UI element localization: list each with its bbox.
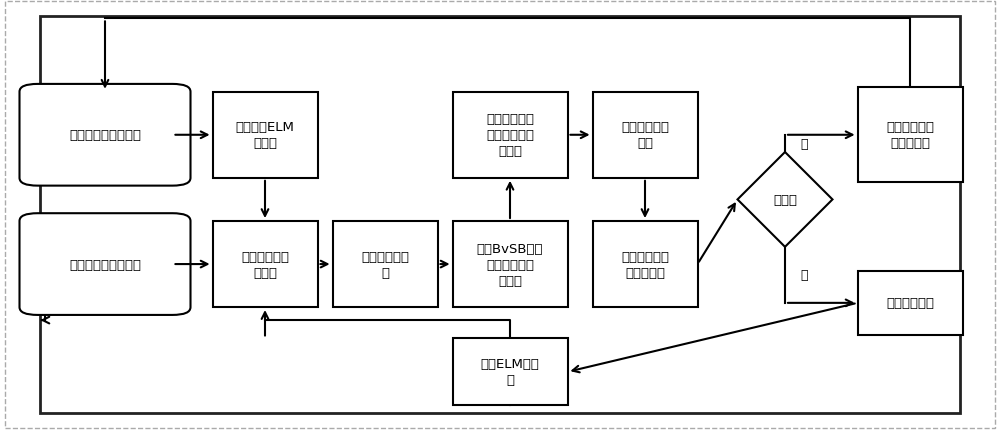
- Text: 少量有标签脑电信号: 少量有标签脑电信号: [69, 129, 141, 142]
- Bar: [858, 271, 962, 335]
- Text: 高: 高: [800, 269, 808, 282]
- Text: 挑出不确定性
大的一组无标
签信号: 挑出不确定性 大的一组无标 签信号: [486, 113, 534, 158]
- Bar: [592, 92, 698, 178]
- Text: 预测样本的输
出向量: 预测样本的输 出向量: [241, 250, 289, 279]
- Text: 放回无标签脑
电信号集中: 放回无标签脑 电信号集中: [886, 121, 934, 150]
- Bar: [213, 92, 318, 178]
- Text: 训练初始ELM
分类器: 训练初始ELM 分类器: [236, 121, 294, 150]
- Bar: [858, 88, 962, 183]
- Bar: [452, 221, 568, 307]
- Bar: [452, 339, 568, 405]
- Text: 计算样本的信
息重要程度: 计算样本的信 息重要程度: [621, 250, 669, 279]
- Text: 大量无标签脑电信号: 大量无标签脑电信号: [69, 258, 141, 271]
- Polygon shape: [738, 153, 832, 247]
- Text: 依据BvSB原则
计算出样本不
确定性: 依据BvSB原则 计算出样本不 确定性: [477, 242, 543, 287]
- Bar: [332, 221, 438, 307]
- Bar: [213, 221, 318, 307]
- Text: 标注对应标签: 标注对应标签: [886, 297, 934, 310]
- Text: 重要度: 重要度: [773, 194, 797, 206]
- Text: 低: 低: [800, 138, 808, 150]
- FancyBboxPatch shape: [19, 85, 190, 186]
- Text: 评价样本的相
似性: 评价样本的相 似性: [621, 121, 669, 150]
- FancyBboxPatch shape: [19, 214, 190, 315]
- Text: 计算出后验概
率: 计算出后验概 率: [361, 250, 409, 279]
- Text: 更新ELM分类
器: 更新ELM分类 器: [481, 357, 539, 387]
- Bar: [452, 92, 568, 178]
- Bar: [592, 221, 698, 307]
